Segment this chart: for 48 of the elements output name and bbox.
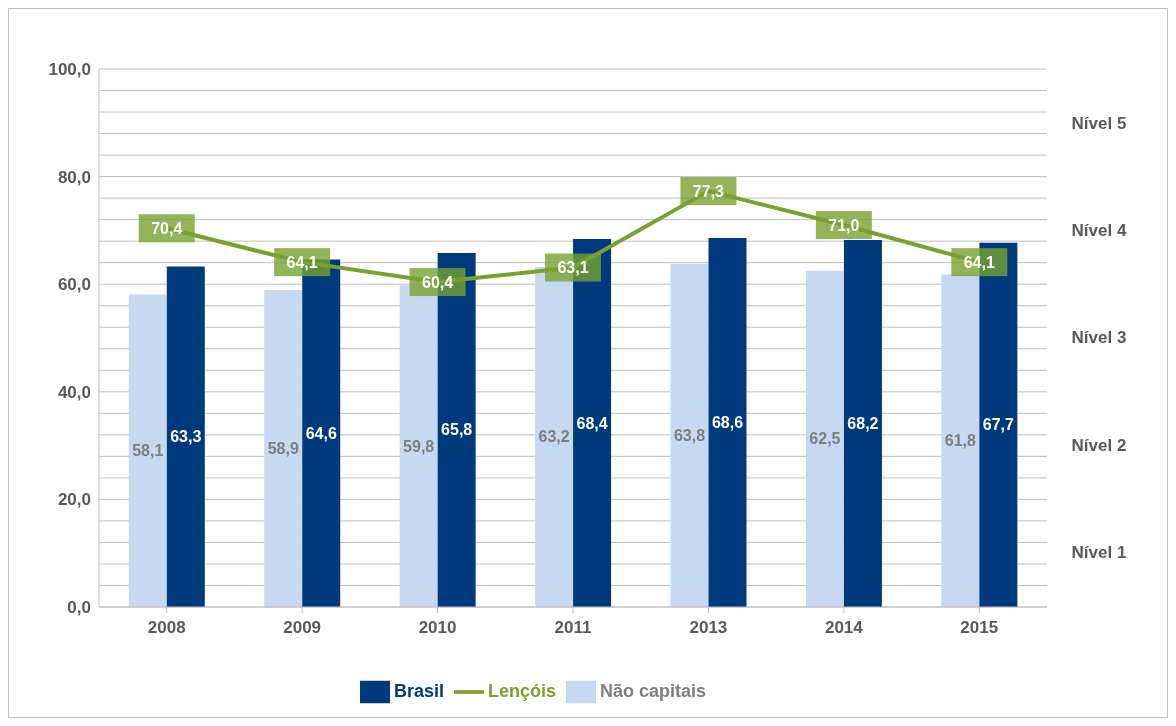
data-label: 65,8 (441, 421, 473, 439)
data-label: 63,2 (538, 428, 570, 446)
y-tick-label: 40,0 (57, 382, 91, 402)
bar (670, 263, 709, 607)
legend-label: Brasil (393, 680, 444, 701)
text: Nível 5 (1071, 113, 1127, 134)
data-label: 59,8 (403, 437, 435, 455)
data-label: 70,4 (151, 219, 183, 237)
data-label: 63,3 (170, 428, 202, 446)
y-tick-label: 60,0 (57, 275, 91, 295)
bar (128, 294, 167, 607)
data-label: 68,2 (847, 415, 879, 433)
data-label: 62,5 (809, 430, 841, 448)
legend-label: Lençóis (487, 680, 556, 701)
bar (708, 237, 747, 607)
data-label: 58,1 (132, 442, 164, 460)
data-label: 60,4 (422, 273, 454, 291)
text: Nível 3 (1071, 328, 1127, 349)
data-label: 64,1 (286, 253, 318, 271)
text: Nível 1 (1071, 543, 1127, 564)
data-label: 63,8 (673, 426, 706, 444)
data-label: 61,8 (944, 432, 977, 450)
x-tick-label: 2010 (418, 618, 457, 638)
x-tick-label: 2013 (689, 618, 728, 638)
data-label: 71,0 (828, 216, 860, 234)
legend-label: Não capitais (600, 680, 707, 701)
y-tick-label: 20,0 (57, 490, 91, 510)
data-label: 63,1 (557, 259, 589, 277)
data-label: 68,6 (711, 413, 744, 431)
data-label: 58,9 (267, 440, 299, 458)
y-tick-label: 100,0 (48, 60, 91, 80)
data-label: 67,7 (982, 416, 1015, 434)
x-tick-label: 2011 (554, 618, 592, 638)
text: Nível 4 (1071, 221, 1127, 242)
x-tick-label: 2008 (147, 618, 186, 638)
data-label: 77,3 (692, 182, 725, 200)
y-tick-label: 80,0 (57, 167, 91, 187)
x-tick-label: 2015 (960, 618, 999, 638)
text: Nível 2 (1071, 435, 1127, 456)
data-label: 64,1 (963, 253, 995, 271)
bar (166, 266, 205, 607)
bar (805, 270, 844, 607)
y-tick-label: 0,0 (67, 598, 91, 618)
x-tick-label: 2014 (824, 618, 864, 638)
data-label: 68,4 (576, 414, 608, 432)
data-label: 64,6 (305, 424, 337, 442)
bar (264, 290, 303, 607)
x-tick-label: 2009 (283, 618, 322, 638)
